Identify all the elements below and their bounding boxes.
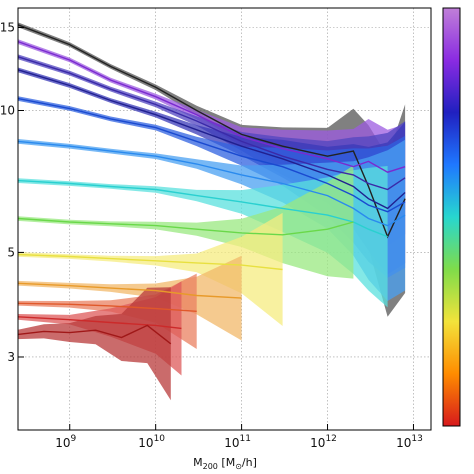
y-tick-label: 15 — [0, 21, 15, 35]
y-tick-label: 3 — [7, 350, 15, 364]
series-band-12 — [18, 287, 171, 401]
series-line-0 — [17, 24, 406, 239]
series-bands — [18, 22, 406, 401]
y-tick-label: 10 — [0, 104, 15, 118]
x-axis-label-units-sub: ⊙ — [235, 462, 242, 471]
x-tick-label: 1012 — [310, 434, 337, 450]
x-tick-label: 1010 — [138, 434, 165, 450]
x-axis-label-main: M — [193, 456, 203, 469]
series-line-12 — [17, 324, 172, 345]
x-axis-label-units-close: /h] — [242, 456, 257, 469]
series-line-8 — [17, 253, 283, 271]
x-tick-label: 1013 — [396, 434, 423, 450]
series-band-9 — [18, 255, 242, 341]
x-axis-label-sub: 200 — [203, 462, 218, 471]
x-tick-label: 109 — [55, 434, 76, 450]
x-tick-label: 1011 — [224, 434, 251, 450]
series-line-9 — [17, 282, 242, 299]
series-line-4 — [17, 97, 406, 213]
x-axis-label-units-open: [M — [218, 456, 235, 469]
series-line-11 — [17, 316, 182, 330]
series-line-3 — [17, 69, 406, 210]
series-line-5 — [17, 140, 406, 227]
colorbar — [442, 7, 461, 427]
series-band-5 — [18, 139, 406, 301]
series-line-1 — [17, 40, 406, 173]
series-line-7 — [17, 217, 354, 236]
series-lines — [17, 24, 406, 345]
x-axis-label: M200 [M⊙/h] — [193, 456, 257, 471]
series-line-6 — [17, 179, 388, 238]
series-line-10 — [17, 302, 197, 312]
y-tick-label: 5 — [7, 245, 15, 259]
axis-ticks: 109 1010 1011 1012 1013 3 5 10 15 — [0, 21, 423, 450]
series-line-2 — [17, 56, 406, 191]
plot-frame — [17, 7, 432, 431]
